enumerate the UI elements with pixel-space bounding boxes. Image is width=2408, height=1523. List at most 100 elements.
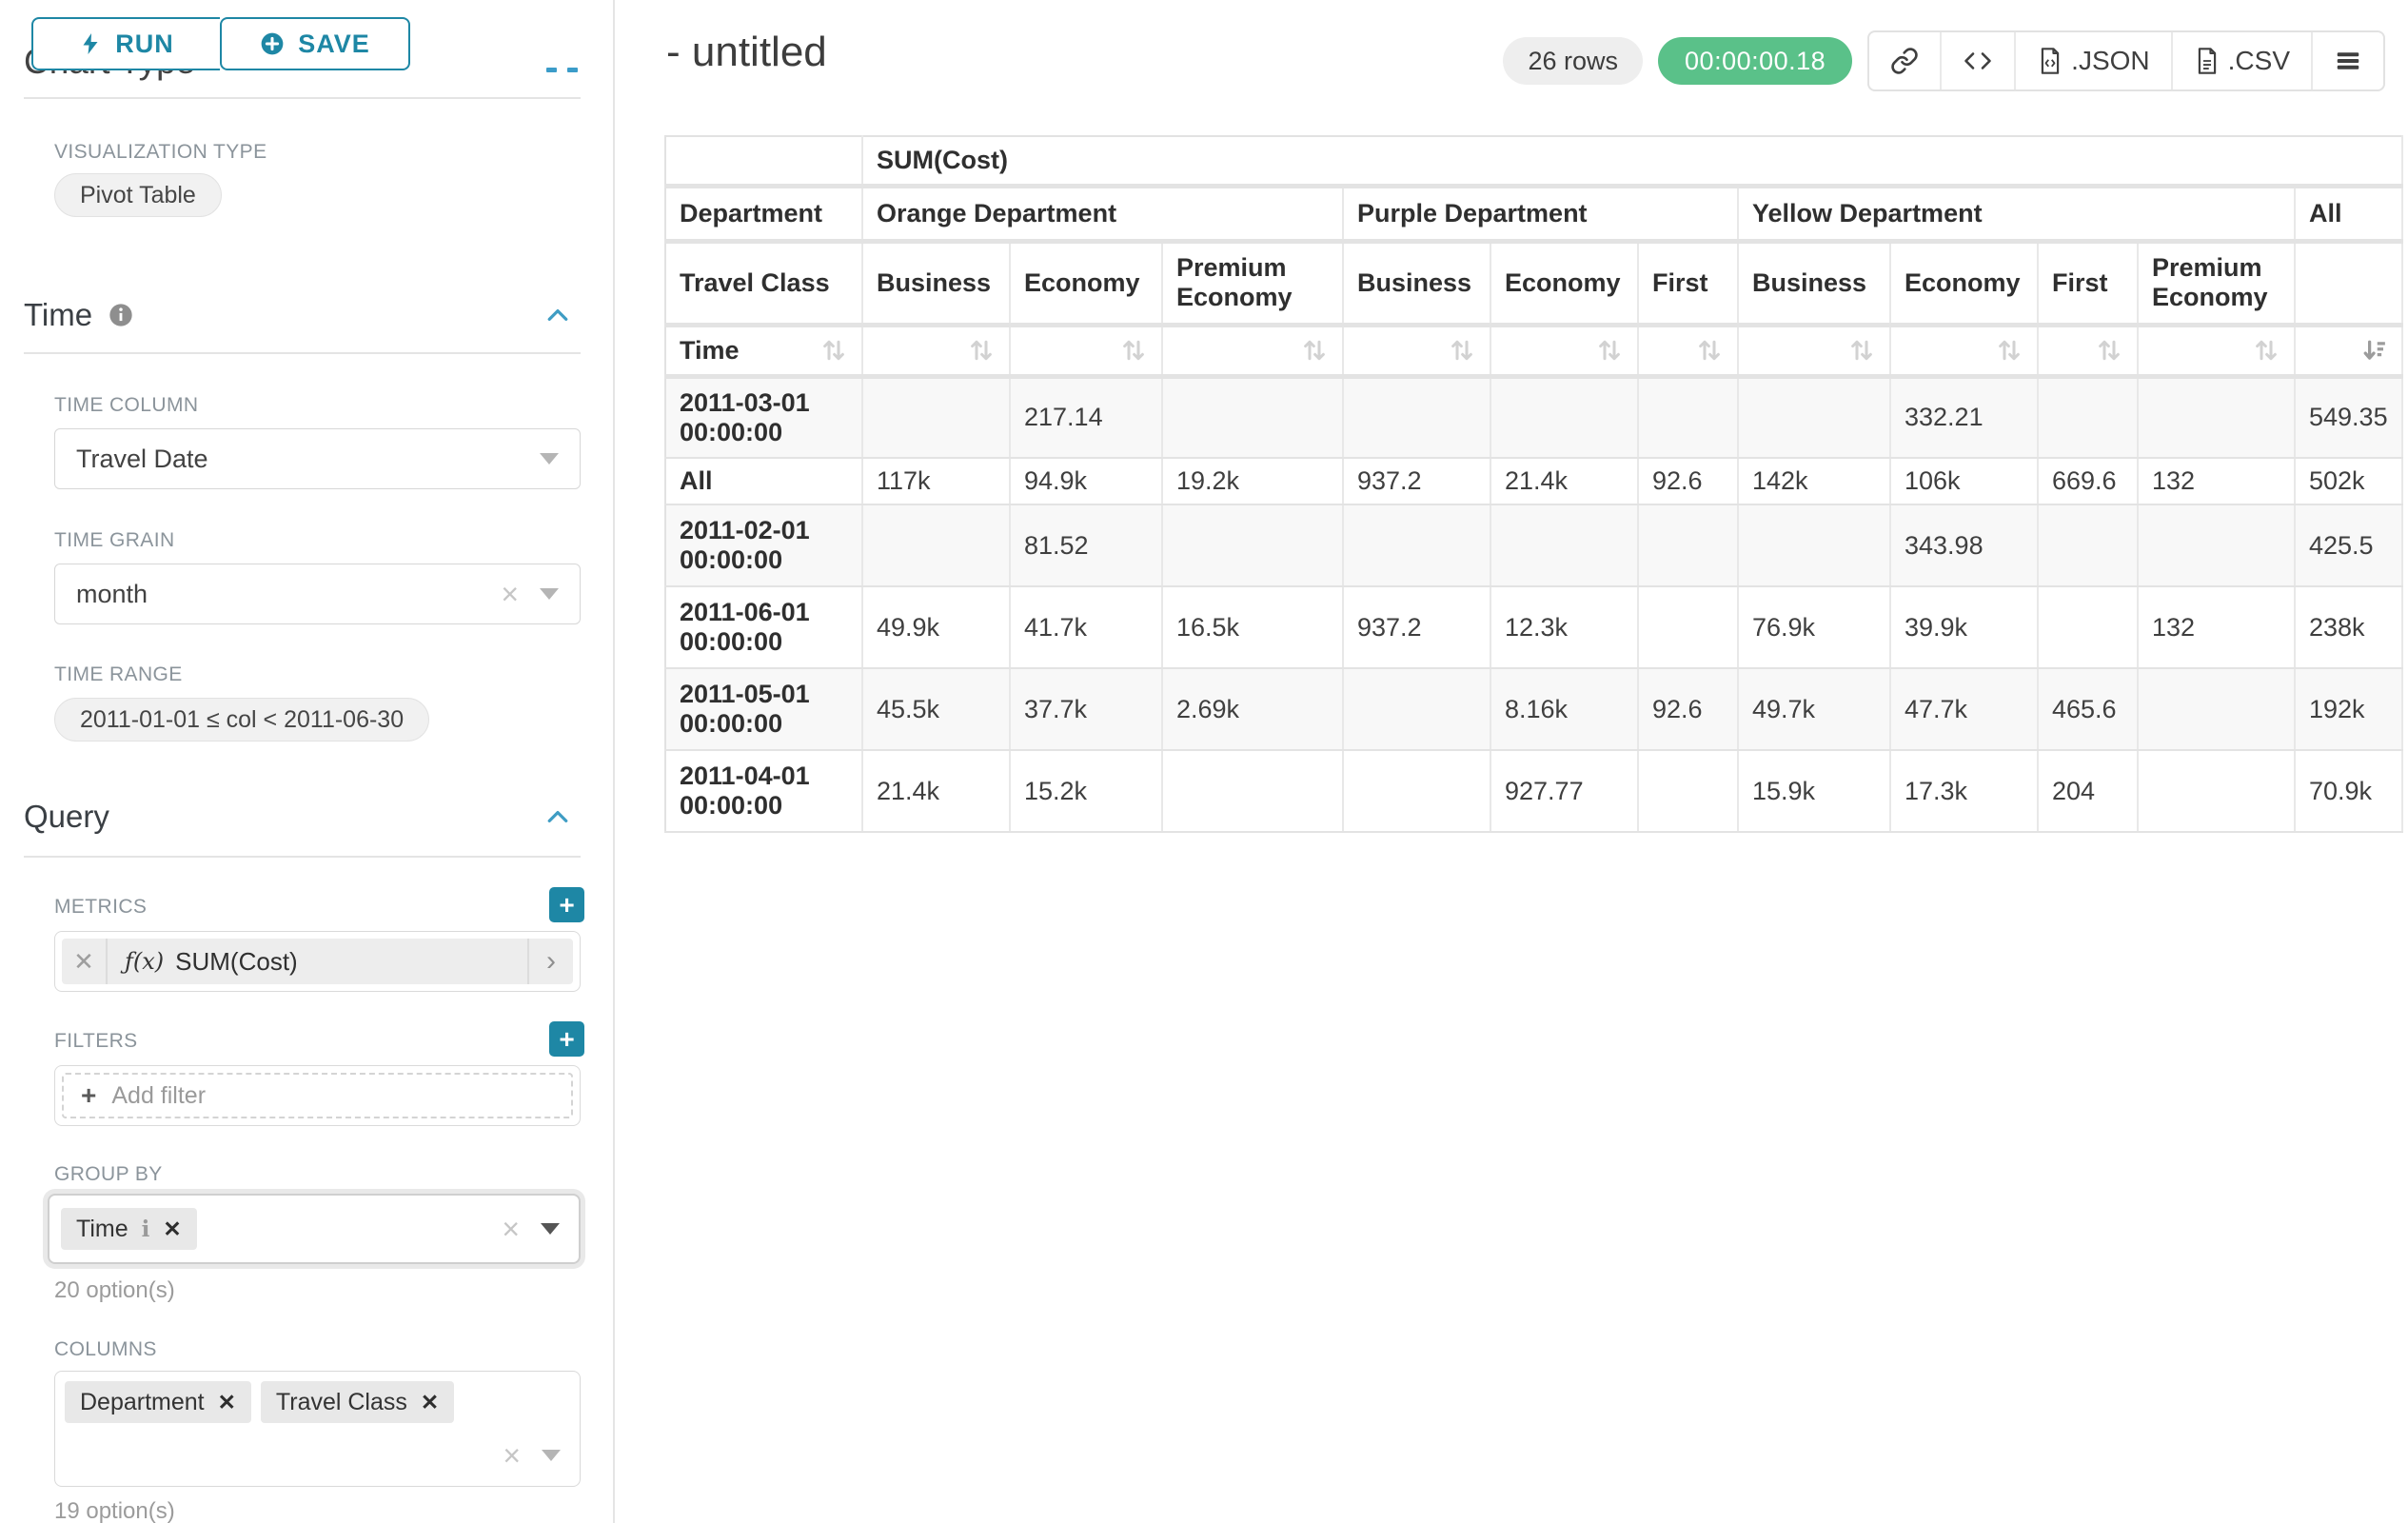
pivot-cell: 16.5k xyxy=(1162,586,1344,669)
result-toolbar: 26 rows 00:00:00.18 .JSON xyxy=(1503,30,2385,91)
sort-header-cell xyxy=(1162,325,1344,379)
export-json-button[interactable]: .JSON xyxy=(2016,32,2173,89)
viz-type-pill[interactable]: Pivot Table xyxy=(54,173,222,217)
pivot-cell: 937.2 xyxy=(1343,586,1491,669)
pivot-cell xyxy=(1638,750,1739,833)
add-filter-plus-button[interactable]: + xyxy=(549,1021,584,1057)
pivot-cell: 669.6 xyxy=(2038,458,2139,505)
pivot-cell: 19.2k xyxy=(1162,458,1344,505)
menu-button[interactable] xyxy=(2313,32,2383,89)
time-range-pill[interactable]: 2011-01-01 ≤ col < 2011-06-30 xyxy=(54,698,430,742)
info-icon[interactable] xyxy=(108,302,134,328)
chart-title[interactable]: - untitled xyxy=(666,29,827,75)
embed-code-button[interactable] xyxy=(1942,32,2017,89)
pivot-cell: 49.9k xyxy=(862,586,1011,669)
pivot-cell xyxy=(1343,504,1491,587)
column-header: First xyxy=(2038,241,2139,327)
column-group-header: Yellow Department xyxy=(1738,186,2296,244)
pivot-cell xyxy=(1343,668,1491,751)
chevron-down-icon xyxy=(540,453,559,465)
sort-icon[interactable] xyxy=(967,336,996,365)
link-icon xyxy=(1890,47,1919,75)
collapse-chevron-up-icon[interactable] xyxy=(543,301,572,329)
pivot-cell xyxy=(1638,586,1739,669)
pivot-cell xyxy=(1162,504,1344,587)
group-by-select[interactable]: Time i ✕ × xyxy=(48,1194,581,1264)
sort-header-cell xyxy=(2138,325,2296,379)
clear-icon[interactable]: × xyxy=(502,1212,520,1246)
add-metric-button[interactable]: + xyxy=(549,887,584,922)
row-label: All xyxy=(665,458,863,505)
clear-icon[interactable]: × xyxy=(503,1438,521,1473)
remove-metric-icon[interactable]: ✕ xyxy=(62,939,108,984)
clear-icon[interactable]: × xyxy=(501,577,519,611)
remove-tag-icon[interactable]: ✕ xyxy=(420,1389,440,1414)
pivot-cell: 132 xyxy=(2138,586,2296,669)
pivot-cell xyxy=(1490,376,1639,459)
add-filter-button[interactable]: + Add filter xyxy=(62,1073,573,1118)
remove-tag-icon[interactable]: ✕ xyxy=(163,1216,182,1241)
pivot-cell xyxy=(1638,376,1739,459)
time-grain-select[interactable]: month × xyxy=(54,564,581,624)
sort-header-cell xyxy=(862,325,1011,379)
csv-file-icon xyxy=(2194,47,2220,75)
pivot-cell xyxy=(1738,376,1891,459)
sort-icon[interactable] xyxy=(1300,336,1329,365)
chevron-down-icon xyxy=(542,1450,561,1461)
metric-name: SUM(Cost) xyxy=(175,946,298,976)
sort-header-cell xyxy=(1890,325,2039,379)
sort-icon[interactable] xyxy=(2095,336,2123,365)
column-group-header: Purple Department xyxy=(1343,186,1739,244)
column-header: First xyxy=(1638,241,1739,327)
time-column-label: TIME COLUMN xyxy=(54,394,199,416)
sort-header-cell xyxy=(1010,325,1163,379)
info-icon[interactable]: i xyxy=(141,1216,150,1242)
query-timer-badge: 00:00:00.18 xyxy=(1658,37,1853,85)
chevron-right-icon[interactable]: › xyxy=(527,939,573,984)
table-row: 2011-06-01 00:00:00 49.9k 41.7k 16.5k 937.2 1… xyxy=(665,586,2403,669)
copy-link-button[interactable] xyxy=(1869,32,1943,89)
columns-select[interactable]: Department ✕ Travel Class ✕ × xyxy=(54,1371,581,1487)
metric-pill[interactable]: ✕ ƒ(x) SUM(Cost) › xyxy=(62,939,573,984)
collapse-chevron-up-icon[interactable] xyxy=(543,802,572,831)
pivot-cell: 92.6 xyxy=(1638,668,1739,751)
sort-icon[interactable] xyxy=(819,336,848,365)
hamburger-icon xyxy=(2334,47,2362,75)
json-file-icon xyxy=(2037,47,2063,75)
pivot-cell: 2.69k xyxy=(1162,668,1344,751)
pivot-cell: 465.6 xyxy=(2038,668,2139,751)
sort-icon[interactable] xyxy=(1695,336,1724,365)
sort-icon[interactable] xyxy=(1595,336,1624,365)
pivot-cell: 549.35 xyxy=(2295,376,2403,459)
pivot-cell xyxy=(862,376,1011,459)
export-csv-button[interactable]: .CSV xyxy=(2173,32,2313,89)
sort-icon[interactable] xyxy=(1847,336,1876,365)
sort-icon[interactable] xyxy=(1119,336,1148,365)
sort-descending-icon[interactable] xyxy=(2359,336,2388,365)
sort-icon[interactable] xyxy=(1995,336,2023,365)
scrolled-icon-remnant xyxy=(546,68,557,72)
save-button[interactable]: SAVE xyxy=(220,17,410,70)
time-column-select[interactable]: Travel Date xyxy=(54,428,581,489)
pivot-cell: 8.16k xyxy=(1490,668,1639,751)
run-button[interactable]: RUN xyxy=(31,17,220,70)
pivot-cell: 937.2 xyxy=(1343,458,1491,505)
pivot-cell xyxy=(1343,376,1491,459)
sort-icon[interactable] xyxy=(1448,336,1476,365)
export-button-group: .JSON .CSV xyxy=(1867,30,2385,91)
pivot-cell xyxy=(2138,750,2296,833)
column-header xyxy=(2295,241,2403,327)
sort-icon[interactable] xyxy=(2252,336,2280,365)
pivot-cell: 81.52 xyxy=(1010,504,1163,587)
pivot-cell xyxy=(1162,750,1344,833)
group-by-options-hint: 20 option(s) xyxy=(54,1277,175,1303)
pivot-corner-blank xyxy=(665,136,863,188)
control-panel: Chart Type RUN SAVE VISUALIZATION TYPE P… xyxy=(0,0,615,1523)
remove-tag-icon[interactable]: ✕ xyxy=(217,1389,236,1414)
pivot-cell: 39.9k xyxy=(1890,586,2039,669)
pivot-cell: 76.9k xyxy=(1738,586,1891,669)
plus-icon: + xyxy=(81,1080,97,1110)
pivot-cell: 47.7k xyxy=(1890,668,2039,751)
time-range-label: TIME RANGE xyxy=(54,663,183,685)
